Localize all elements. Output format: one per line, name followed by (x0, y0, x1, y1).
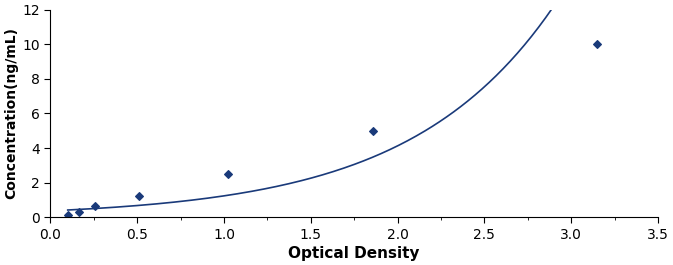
X-axis label: Optical Density: Optical Density (289, 246, 420, 261)
Y-axis label: Concentration(ng/mL): Concentration(ng/mL) (4, 28, 18, 200)
